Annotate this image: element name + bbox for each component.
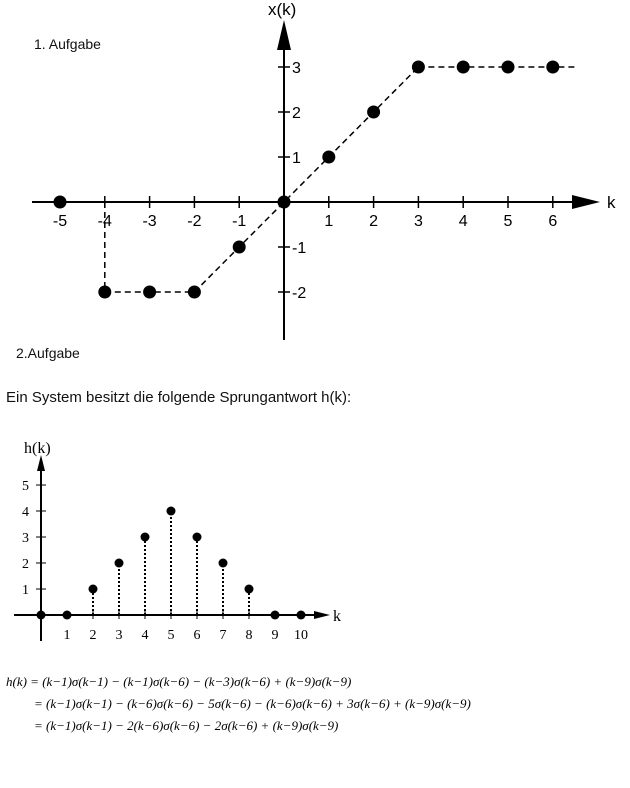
data-point: [456, 60, 470, 74]
x-tick-label: -1: [232, 213, 246, 230]
x-tick-label: 4: [142, 628, 149, 643]
y-tick-label: -2: [292, 285, 306, 302]
x-tick-label: 9: [272, 628, 279, 643]
stem-point: [244, 584, 254, 594]
x-axis-label: k: [333, 608, 341, 625]
y-tick-label: 2: [22, 557, 29, 572]
x-tick-label: -5: [53, 213, 67, 230]
x-tick-label: 6: [194, 628, 201, 643]
x-tick-label: 1: [324, 213, 333, 230]
task2-intro: Ein System besitzt die folgende Sprungan…: [6, 389, 352, 406]
x-tick-label: -2: [187, 213, 201, 230]
y-tick-label: 2: [292, 105, 301, 122]
stem-point: [296, 610, 306, 620]
formula-line-2: = (k−1)σ(k−1) − (k−6)σ(k−6) − 5σ(k−6) − …: [34, 696, 471, 711]
y-axis-arrow: [37, 455, 45, 471]
x-tick-label: 3: [414, 213, 423, 230]
y-tick-label: 1: [292, 150, 301, 167]
y-tick-label: 3: [292, 60, 301, 77]
y-tick-label: 4: [22, 505, 29, 520]
data-point: [501, 60, 515, 74]
task1-chart: k x(k) -5 -4 -3 -2 -1 1 2 3 4 5 6 -2 -1 1 2 3: [32, 0, 616, 340]
x-tick-label: -4: [98, 213, 112, 230]
x-tick-label: 8: [246, 628, 253, 643]
stem-point: [62, 610, 72, 620]
x-tick-label: 5: [168, 628, 175, 643]
stem-point: [140, 532, 150, 542]
stem-point: [218, 558, 228, 568]
stem-point: [270, 610, 280, 620]
stem-point: [114, 558, 124, 568]
data-point: [367, 105, 381, 119]
y-axis-label: h(k): [24, 440, 51, 457]
y-axis-label: x(k): [268, 0, 296, 19]
data-point: [322, 150, 336, 164]
x-axis-label: k: [607, 193, 616, 212]
x-tick-label: 10: [294, 628, 308, 643]
x-tick-label: 1: [64, 628, 71, 643]
x-tick-label: 5: [504, 213, 513, 230]
data-point: [277, 195, 291, 209]
x-tick-label: 2: [369, 213, 378, 230]
x-tick-label: -3: [142, 213, 156, 230]
y-tick-label: 1: [22, 583, 29, 598]
stem-point: [166, 506, 176, 516]
x-axis-arrow: [314, 611, 330, 619]
data-point: [143, 285, 157, 299]
x-tick-label: 6: [548, 213, 557, 230]
x-tick-label: 3: [116, 628, 123, 643]
formula-line-3: = (k−1)σ(k−1) − 2(k−6)σ(k−6) − 2σ(k−6) +…: [34, 718, 339, 733]
task2-chart: k h(k) 1 2 3 4 5 6 7 8 9 10 1 2 3 4 5: [14, 440, 341, 643]
y-axis-arrow: [277, 20, 291, 50]
stem-point: [192, 532, 202, 542]
data-point: [53, 195, 67, 209]
data-point: [411, 60, 425, 74]
task1-heading: 1. Aufgabe: [34, 36, 101, 52]
x-axis-arrow: [572, 195, 600, 209]
data-point: [546, 60, 560, 74]
stem-point: [36, 610, 46, 620]
data-point: [98, 285, 112, 299]
y-tick-label: -1: [292, 240, 306, 257]
y-tick-label: 3: [22, 531, 29, 546]
data-point: [232, 240, 246, 254]
data-point: [187, 285, 201, 299]
task2-heading: 2.Aufgabe: [16, 345, 80, 361]
y-tick-label: 5: [22, 479, 29, 494]
x-tick-label: 7: [220, 628, 227, 643]
dashed-line: [193, 66, 419, 293]
formula-line-1: h(k) = (k−1)σ(k−1) − (k−1)σ(k−6) − (k−3)…: [6, 674, 352, 689]
stem-point: [88, 584, 98, 594]
x-tick-label: 4: [459, 213, 468, 230]
x-tick-label: 2: [90, 628, 97, 643]
